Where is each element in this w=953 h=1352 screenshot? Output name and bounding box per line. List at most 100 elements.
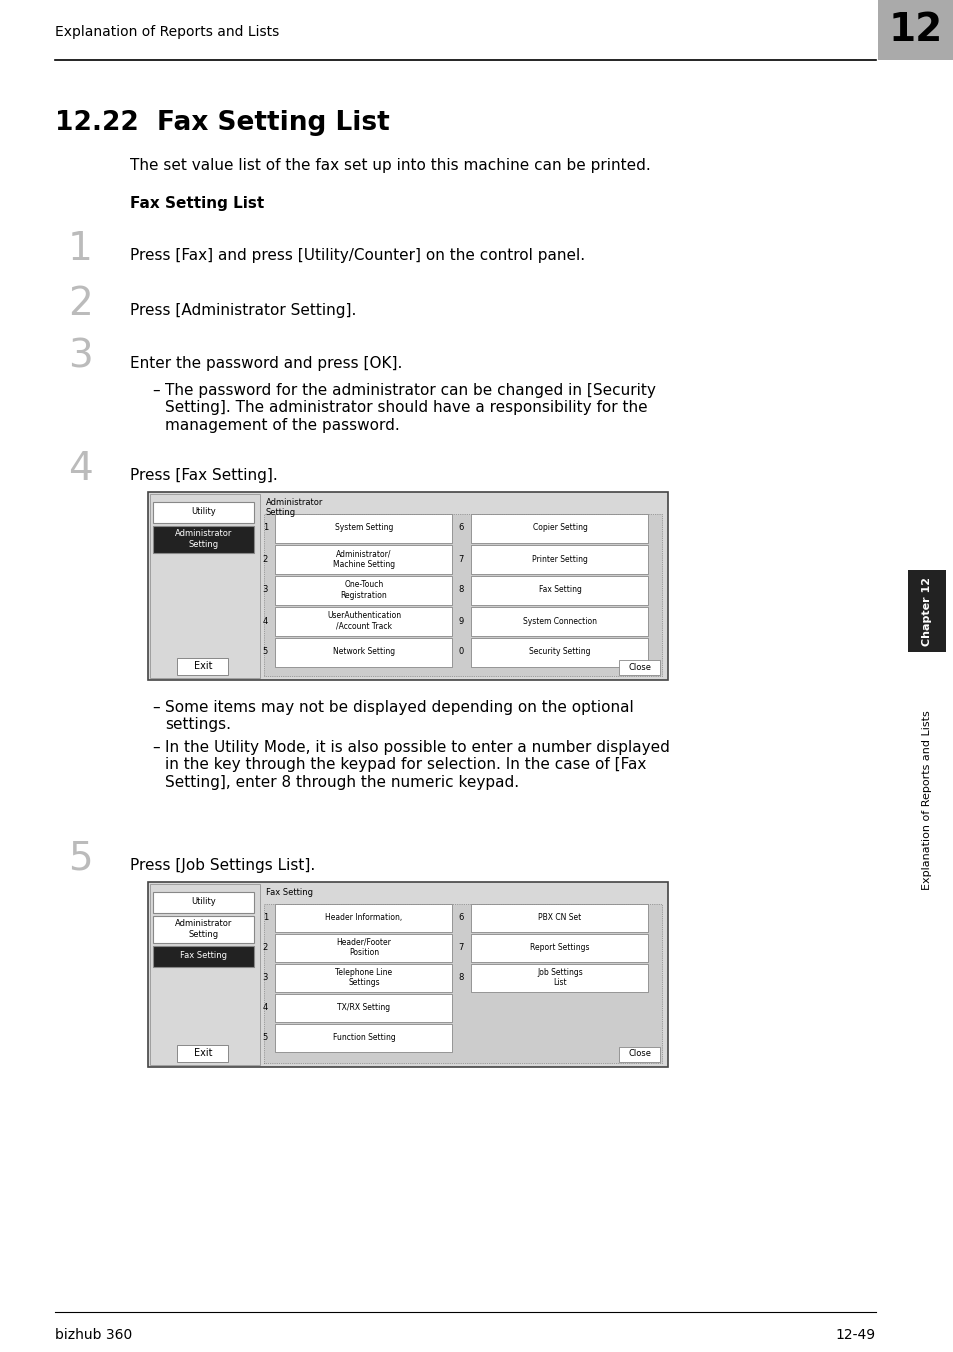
Text: Explanation of Reports and Lists: Explanation of Reports and Lists xyxy=(55,24,279,39)
Bar xyxy=(264,514,661,676)
Text: Printer Setting: Printer Setting xyxy=(532,554,587,564)
FancyBboxPatch shape xyxy=(153,502,254,522)
FancyBboxPatch shape xyxy=(177,1045,229,1061)
FancyBboxPatch shape xyxy=(471,933,648,961)
Bar xyxy=(150,493,260,677)
Text: Press [Administrator Setting].: Press [Administrator Setting]. xyxy=(130,303,356,318)
Text: Close: Close xyxy=(628,662,651,672)
Text: TX/RX Setting: TX/RX Setting xyxy=(337,1003,390,1013)
Text: Fax Setting List: Fax Setting List xyxy=(130,196,264,211)
Text: Explanation of Reports and Lists: Explanation of Reports and Lists xyxy=(921,710,931,890)
Text: 7: 7 xyxy=(458,554,463,564)
Text: 0: 0 xyxy=(458,648,463,657)
FancyBboxPatch shape xyxy=(275,903,452,932)
Text: 12.22  Fax Setting List: 12.22 Fax Setting List xyxy=(55,110,390,137)
Text: UserAuthentication
/Account Track: UserAuthentication /Account Track xyxy=(327,611,400,630)
Text: –: – xyxy=(152,740,159,754)
Text: 4: 4 xyxy=(262,617,268,626)
Text: Job Settings
List: Job Settings List xyxy=(537,968,582,987)
Text: Header/Footer
Position: Header/Footer Position xyxy=(336,938,391,957)
FancyBboxPatch shape xyxy=(471,545,648,573)
Text: System Setting: System Setting xyxy=(335,523,393,533)
Text: 6: 6 xyxy=(458,523,463,533)
FancyBboxPatch shape xyxy=(275,576,452,604)
Text: 2: 2 xyxy=(68,285,92,323)
FancyBboxPatch shape xyxy=(275,964,452,991)
Text: Administrator
Setting: Administrator Setting xyxy=(266,498,323,518)
Text: 7: 7 xyxy=(458,942,463,952)
Text: Fax Setting: Fax Setting xyxy=(538,585,580,595)
FancyBboxPatch shape xyxy=(275,514,452,542)
Text: Close: Close xyxy=(628,1049,651,1059)
FancyBboxPatch shape xyxy=(153,526,254,553)
Text: Enter the password and press [OK].: Enter the password and press [OK]. xyxy=(130,356,402,370)
FancyBboxPatch shape xyxy=(275,1023,452,1052)
Text: 5: 5 xyxy=(68,840,92,877)
Text: 12: 12 xyxy=(888,11,943,49)
Text: Report Settings: Report Settings xyxy=(530,942,589,952)
FancyBboxPatch shape xyxy=(471,514,648,542)
Text: One-Touch
Registration: One-Touch Registration xyxy=(340,580,387,600)
Text: Copier Setting: Copier Setting xyxy=(532,523,587,533)
Text: The set value list of the fax set up into this machine can be printed.: The set value list of the fax set up int… xyxy=(130,158,650,173)
Text: The password for the administrator can be changed in [Security
Setting]. The adm: The password for the administrator can b… xyxy=(165,383,656,433)
Text: 4: 4 xyxy=(68,450,92,488)
FancyBboxPatch shape xyxy=(471,638,648,667)
Text: Function Setting: Function Setting xyxy=(333,1033,395,1042)
Text: PBX CN Set: PBX CN Set xyxy=(537,913,581,922)
Text: Fax Setting: Fax Setting xyxy=(266,888,313,896)
Text: 3: 3 xyxy=(262,973,268,982)
Text: 1: 1 xyxy=(68,230,92,268)
Text: Security Setting: Security Setting xyxy=(529,648,590,657)
Text: Press [Job Settings List].: Press [Job Settings List]. xyxy=(130,859,314,873)
Text: 3: 3 xyxy=(262,585,268,595)
Text: 8: 8 xyxy=(458,973,463,982)
FancyBboxPatch shape xyxy=(471,964,648,991)
Text: 1: 1 xyxy=(262,523,268,533)
Text: Administrator
Setting: Administrator Setting xyxy=(175,919,233,938)
Text: Utility: Utility xyxy=(192,507,216,516)
Bar xyxy=(907,571,945,652)
Text: Fax Setting: Fax Setting xyxy=(180,952,227,960)
Text: Exit: Exit xyxy=(193,661,212,671)
Text: Utility: Utility xyxy=(192,898,216,906)
FancyBboxPatch shape xyxy=(471,607,648,635)
Text: 5: 5 xyxy=(262,648,268,657)
Text: Some items may not be displayed depending on the optional
settings.: Some items may not be displayed dependin… xyxy=(165,700,633,733)
Text: 1: 1 xyxy=(262,913,268,922)
FancyBboxPatch shape xyxy=(275,607,452,635)
Text: 12-49: 12-49 xyxy=(835,1328,875,1343)
FancyBboxPatch shape xyxy=(275,994,452,1022)
FancyBboxPatch shape xyxy=(177,657,229,675)
Text: bizhub 360: bizhub 360 xyxy=(55,1328,132,1343)
Text: Exit: Exit xyxy=(193,1048,212,1059)
Text: Press [Fax Setting].: Press [Fax Setting]. xyxy=(130,468,277,483)
FancyBboxPatch shape xyxy=(275,545,452,573)
Text: System Connection: System Connection xyxy=(522,617,597,626)
FancyBboxPatch shape xyxy=(275,933,452,961)
Text: 6: 6 xyxy=(458,913,463,922)
Text: 9: 9 xyxy=(458,617,463,626)
Bar xyxy=(150,884,260,1065)
Text: –: – xyxy=(152,383,159,397)
FancyBboxPatch shape xyxy=(153,915,254,942)
FancyBboxPatch shape xyxy=(471,903,648,932)
Bar xyxy=(148,882,667,1067)
FancyBboxPatch shape xyxy=(153,891,254,913)
FancyBboxPatch shape xyxy=(471,576,648,604)
Text: Administrator
Setting: Administrator Setting xyxy=(175,529,233,549)
Text: 2: 2 xyxy=(262,942,268,952)
FancyBboxPatch shape xyxy=(153,945,254,967)
FancyBboxPatch shape xyxy=(618,660,659,675)
Text: –: – xyxy=(152,700,159,715)
Bar xyxy=(148,492,667,680)
Bar xyxy=(264,904,661,1063)
FancyBboxPatch shape xyxy=(275,638,452,667)
Text: Chapter 12: Chapter 12 xyxy=(921,576,931,645)
Text: Press [Fax] and press [Utility/Counter] on the control panel.: Press [Fax] and press [Utility/Counter] … xyxy=(130,247,584,264)
Text: 8: 8 xyxy=(458,585,463,595)
Text: In the Utility Mode, it is also possible to enter a number displayed
in the key : In the Utility Mode, it is also possible… xyxy=(165,740,669,790)
Text: 5: 5 xyxy=(262,1033,268,1042)
Text: 4: 4 xyxy=(262,1003,268,1013)
FancyBboxPatch shape xyxy=(618,1046,659,1061)
